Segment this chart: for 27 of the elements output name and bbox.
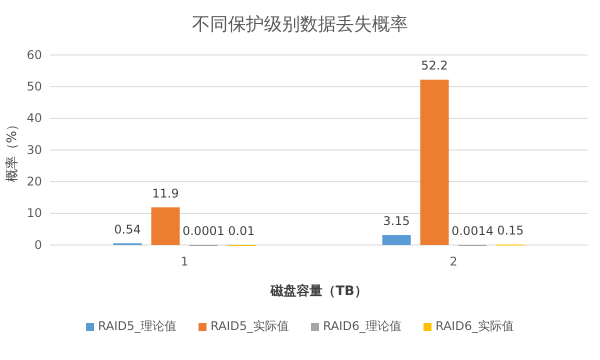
legend-label: RAID6_理论值 bbox=[323, 319, 402, 333]
y-tick-label: 50 bbox=[26, 80, 42, 94]
data-label: 3.15 bbox=[383, 214, 410, 228]
x-axis-title: 磁盘容量（TB） bbox=[270, 283, 368, 299]
y-axis-title: 概率（%） bbox=[4, 118, 20, 182]
legend-label: RAID5_实际值 bbox=[210, 319, 289, 333]
bar bbox=[420, 80, 449, 245]
y-tick-label: 40 bbox=[26, 111, 42, 126]
y-tick-label: 0 bbox=[34, 238, 42, 252]
y-tick-label: 60 bbox=[26, 48, 42, 62]
data-label: 0.0001 bbox=[182, 224, 224, 238]
y-tick-label: 20 bbox=[26, 174, 42, 189]
data-label: 52.2 bbox=[421, 58, 448, 73]
legend-label: RAID6_实际值 bbox=[435, 319, 514, 333]
x-tick-label: 1 bbox=[180, 254, 188, 269]
data-label: 0.54 bbox=[114, 222, 141, 236]
y-tick-label: 30 bbox=[26, 142, 42, 157]
y-tick-label: 10 bbox=[26, 206, 42, 220]
chart-title: 不同保护级别数据丢失概率 bbox=[192, 14, 408, 35]
data-label: 0.0014 bbox=[451, 224, 494, 238]
data-label: 11.9 bbox=[152, 186, 179, 200]
bar bbox=[382, 235, 411, 245]
x-tick-label: 2 bbox=[450, 254, 458, 269]
legend-label: RAID5_理论值 bbox=[98, 319, 177, 333]
bar bbox=[151, 207, 180, 245]
data-label: 0.15 bbox=[497, 224, 524, 238]
data-label: 0.01 bbox=[228, 224, 255, 238]
